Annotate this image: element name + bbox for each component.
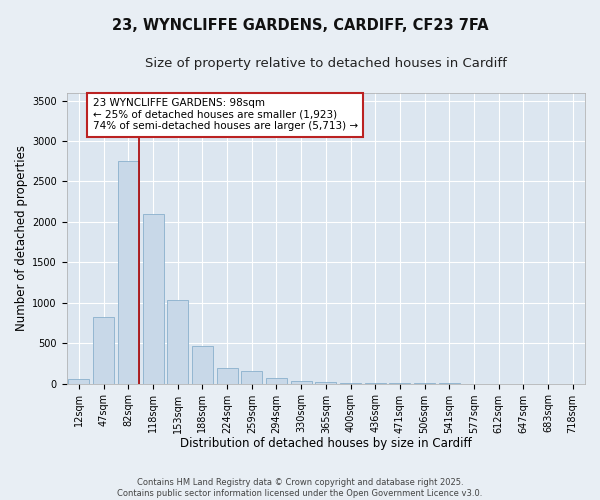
Text: Contains HM Land Registry data © Crown copyright and database right 2025.
Contai: Contains HM Land Registry data © Crown c… [118, 478, 482, 498]
Bar [217, 368, 238, 384]
Bar [340, 383, 361, 384]
Y-axis label: Number of detached properties: Number of detached properties [15, 145, 28, 331]
Text: 23 WYNCLIFFE GARDENS: 98sqm
← 25% of detached houses are smaller (1,923)
74% of : 23 WYNCLIFFE GARDENS: 98sqm ← 25% of det… [92, 98, 358, 132]
Bar [167, 300, 188, 384]
X-axis label: Distribution of detached houses by size in Cardiff: Distribution of detached houses by size … [180, 437, 472, 450]
Bar [290, 381, 311, 384]
Bar [266, 378, 287, 384]
Bar [192, 346, 213, 384]
Bar [68, 379, 89, 384]
Bar [143, 214, 164, 384]
Bar [316, 382, 337, 384]
Bar [118, 161, 139, 384]
Bar [241, 371, 262, 384]
Title: Size of property relative to detached houses in Cardiff: Size of property relative to detached ho… [145, 58, 507, 70]
Bar [93, 318, 114, 384]
Text: 23, WYNCLIFFE GARDENS, CARDIFF, CF23 7FA: 23, WYNCLIFFE GARDENS, CARDIFF, CF23 7FA [112, 18, 488, 32]
